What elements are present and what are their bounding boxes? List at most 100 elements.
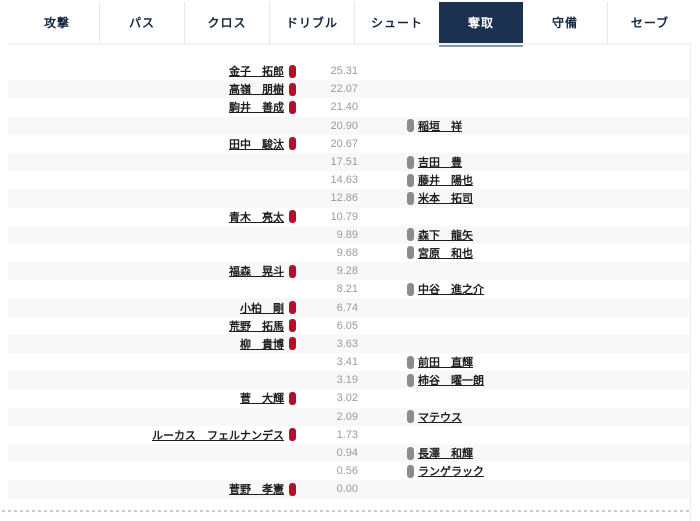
away-player-name-cell: 柿谷 曜一朗 (416, 371, 691, 389)
player-name-link[interactable]: ルーカス フェルナンデス (152, 429, 284, 442)
home-team-bar (288, 391, 296, 405)
away-bar-cell (404, 410, 416, 424)
tab-save[interactable]: セーブ (607, 2, 692, 43)
player-name-link[interactable]: 荒野 拓馬 (229, 320, 284, 333)
home-team-bar (288, 428, 296, 442)
steal-value: 3.19 (336, 374, 358, 387)
steal-value: 8.21 (336, 283, 358, 296)
home-bar-cell (286, 82, 298, 96)
scrollbar-gutter (690, 44, 700, 521)
away-bar-cell (404, 191, 416, 205)
away-bar-cell (404, 446, 416, 460)
player-name-link[interactable]: 駒井 善成 (229, 102, 284, 115)
player-row: 福森 晃斗 9.28 (8, 262, 691, 281)
tab-steal[interactable]: 奪取 (439, 2, 523, 47)
away-player-name-cell: 宮原 和也 (416, 244, 691, 262)
home-player-name-cell: ルーカス フェルナンデス (8, 426, 286, 444)
player-row: 荒野 拓馬 6.05 (8, 316, 691, 335)
steal-value: 9.68 (336, 246, 358, 259)
tab-defense[interactable]: 守備 (523, 2, 607, 43)
home-bar-cell (286, 137, 298, 151)
steal-value: 20.67 (330, 137, 358, 150)
player-name-link[interactable]: 前田 直輝 (418, 357, 473, 370)
player-row: 3.41 前田 直輝 (8, 353, 691, 372)
steal-value: 2.09 (336, 410, 358, 423)
player-row: 菅野 孝憲 0.00 (8, 480, 691, 499)
home-bar-cell (286, 482, 298, 496)
player-row: 9.89 森下 龍矢 (8, 225, 691, 244)
tab-bar: 攻撃 パス クロス ドリブル シュート 奪取 守備 セーブ (15, 2, 692, 47)
steal-value: 3.41 (336, 356, 358, 369)
player-name-link[interactable]: 柳 貴博 (240, 338, 284, 351)
home-bar-cell (286, 301, 298, 315)
home-player-name-cell: 福森 晃斗 (8, 262, 286, 280)
home-player-name-cell: 高嶺 朋樹 (8, 80, 286, 98)
player-row: 柳 貴博 3.63 (8, 334, 691, 353)
player-row: 20.90 稲垣 祥 (8, 116, 691, 135)
home-team-bar (288, 82, 296, 96)
away-player-name-cell: 稲垣 祥 (416, 117, 691, 135)
player-name-link[interactable]: 米本 拓司 (418, 193, 473, 206)
home-player-name-cell: 田中 駿汰 (8, 135, 286, 153)
player-name-link[interactable]: ランゲラック (418, 466, 484, 479)
player-name-link[interactable]: 長澤 和輝 (418, 448, 473, 461)
player-name-link[interactable]: 吉田 豊 (418, 157, 462, 170)
away-bar-cell (404, 355, 416, 369)
player-name-link[interactable]: 田中 駿汰 (229, 138, 284, 151)
steal-value: 1.73 (336, 428, 358, 441)
player-name-link[interactable]: 高嶺 朋樹 (229, 84, 284, 97)
steal-value: 10.79 (330, 210, 358, 223)
home-player-name-cell: 金子 拓郎 (8, 62, 286, 80)
player-name-link[interactable]: 菅野 孝憲 (229, 484, 284, 497)
away-team-bar (406, 173, 414, 187)
tab-shoot[interactable]: シュート (354, 2, 439, 43)
player-name-link[interactable]: 金子 拓郎 (229, 66, 284, 79)
player-name-link[interactable]: 森下 龍矢 (418, 229, 473, 242)
home-bar-cell (286, 100, 298, 114)
home-team-bar (288, 210, 296, 224)
steal-value: 0.00 (336, 483, 358, 496)
home-player-name-cell: 駒井 善成 (8, 98, 286, 116)
player-row: 菅 大輝 3.02 (8, 389, 691, 408)
player-name-link[interactable]: 福森 晃斗 (229, 266, 284, 279)
home-player-name-cell: 荒野 拓馬 (8, 317, 286, 335)
player-row: 9.68 宮原 和也 (8, 243, 691, 263)
player-name-link[interactable]: 中谷 進之介 (418, 284, 484, 297)
player-row: 12.86 米本 拓司 (8, 189, 691, 208)
tab-bar-underline (8, 43, 692, 45)
home-bar-cell (286, 64, 298, 78)
home-team-bar (288, 319, 296, 333)
player-name-link[interactable]: 青木 亮太 (229, 211, 284, 224)
away-team-bar (406, 155, 414, 169)
tab-attack[interactable]: 攻撃 (15, 2, 99, 43)
player-name-link[interactable]: 藤井 陽也 (418, 175, 473, 188)
steal-value: 22.07 (330, 83, 358, 96)
tab-dribble[interactable]: ドリブル (269, 2, 354, 43)
player-name-link[interactable]: マテウス (418, 411, 462, 424)
tab-cross[interactable]: クロス (184, 2, 269, 43)
player-row: 金子 拓郎 25.31 (8, 62, 691, 81)
away-player-name-cell: マテウス (416, 408, 691, 426)
tab-pass[interactable]: パス (99, 2, 184, 43)
away-bar-cell (404, 155, 416, 169)
home-bar-cell (286, 319, 298, 333)
home-player-name-cell: 小柏 剛 (8, 299, 286, 317)
away-team-bar (406, 119, 414, 133)
player-row: 青木 亮太 10.79 (8, 207, 691, 226)
home-bar-cell (286, 391, 298, 405)
steal-value: 20.90 (330, 119, 358, 132)
player-name-link[interactable]: 菅 大輝 (240, 393, 284, 406)
away-bar-cell (404, 246, 416, 260)
player-row: 0.94 長澤 和輝 (8, 443, 691, 463)
player-name-link[interactable]: 柿谷 曜一朗 (418, 375, 484, 388)
away-bar-cell (404, 173, 416, 187)
home-team-bar (288, 301, 296, 315)
player-name-link[interactable]: 小柏 剛 (240, 302, 284, 315)
player-name-link[interactable]: 稲垣 祥 (418, 120, 462, 133)
player-name-link[interactable]: 宮原 和也 (418, 247, 473, 260)
away-team-bar (406, 446, 414, 460)
away-bar-cell (404, 119, 416, 133)
steal-value: 0.56 (336, 465, 358, 478)
steal-value: 0.94 (336, 447, 358, 460)
steal-value: 6.74 (336, 301, 358, 314)
